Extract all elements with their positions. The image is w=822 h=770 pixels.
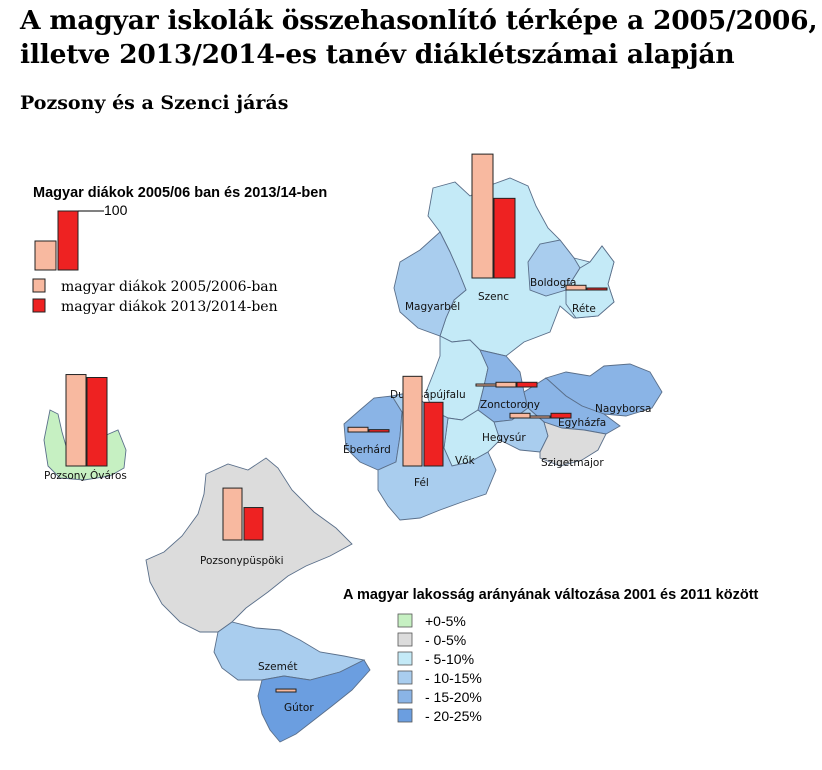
bar-éberhárd-2013 bbox=[368, 429, 390, 433]
label-egyhazfa: Egyházfa bbox=[558, 417, 606, 429]
bar-gútor-2005 bbox=[275, 688, 297, 693]
label-szigetmajor: Szigetmajor bbox=[541, 457, 604, 469]
bar-zonctorony-2013 bbox=[516, 381, 538, 388]
label-rete: Réte bbox=[572, 303, 596, 315]
place-labels: Szenc Boldogfa Réte Magyarbél Dunasápújf… bbox=[44, 277, 651, 714]
bar-fél-2005 bbox=[402, 375, 423, 467]
bar-hegysúr-2005 bbox=[509, 412, 531, 419]
label-boldogfa: Boldogfa bbox=[530, 277, 576, 289]
region-magyarbel[interactable] bbox=[393, 231, 467, 337]
legend-swatch-3 bbox=[397, 670, 413, 685]
region-rete[interactable] bbox=[565, 245, 615, 319]
bar-legend-sample-2013 bbox=[57, 210, 79, 271]
label-dunasapujfalu: Dunasápújfalu bbox=[390, 389, 466, 401]
bar-legend-sample-2005 bbox=[34, 240, 57, 271]
map-title: A magyar iskolák összehasonlító térképe … bbox=[20, 4, 818, 72]
bar-réte-2005 bbox=[565, 284, 587, 291]
bar-egyházfa-2005 bbox=[529, 415, 551, 419]
bar-legend-scale-value: 100 bbox=[104, 202, 128, 218]
bar-egyházfa-2013 bbox=[550, 412, 572, 419]
label-szenc: Szenc bbox=[478, 291, 509, 303]
bar-legend-swatch-2013 bbox=[32, 298, 46, 313]
label-pozsony-ovaros: Pozsony Óváros bbox=[44, 469, 127, 482]
region-eberhard[interactable] bbox=[343, 395, 403, 471]
legend-swatch-0 bbox=[397, 613, 413, 628]
legend-swatch-1 bbox=[397, 632, 413, 647]
bar-legend-label-2013: magyar diákok 2013/2014-ben bbox=[61, 299, 278, 315]
legend-label-2: - 5-10% bbox=[425, 651, 474, 667]
bar-pozsonypüspöki-2005 bbox=[222, 487, 243, 541]
legend-label-1: - 0-5% bbox=[425, 632, 466, 648]
legend-swatch-4 bbox=[397, 689, 413, 704]
label-nagyborsa: Nagyborsa bbox=[595, 403, 651, 415]
map-subtitle: Pozsony és a Szenci járás bbox=[20, 92, 289, 114]
legend-label-5: - 20-25% bbox=[425, 708, 482, 724]
label-gutor: Gútor bbox=[284, 702, 314, 714]
bar-szenc-2005 bbox=[471, 153, 494, 279]
label-zonctorony: Zonctorony bbox=[480, 399, 540, 411]
bar-zonctorony-2005 bbox=[495, 381, 517, 388]
legend-swatch-2 bbox=[397, 651, 413, 666]
bar-réte-2013 bbox=[586, 287, 608, 291]
bar-szenc-2013 bbox=[493, 197, 516, 279]
label-hegysur: Hegysúr bbox=[482, 432, 526, 444]
bar-fél-2013 bbox=[423, 401, 444, 467]
region-pozsonypuspoki[interactable] bbox=[145, 457, 353, 633]
map-title-line2: illetve 2013/2014-es tanév diáklétszámai… bbox=[20, 39, 735, 70]
label-vok: Vők bbox=[455, 455, 476, 467]
legend-label-0: +0-5% bbox=[425, 613, 466, 629]
bar-dunasápújfalu-2005 bbox=[475, 383, 497, 387]
legend-swatch-5 bbox=[397, 708, 413, 723]
bar-legend: Magyar diákok 2005/06 ban és 2013/14-ben… bbox=[32, 185, 327, 315]
label-eberhard: Éberhárd bbox=[343, 443, 391, 456]
choropleth-legend: A magyar lakosság arányának változása 20… bbox=[343, 587, 759, 724]
bar-symbols bbox=[65, 153, 608, 693]
bar-legend-swatch-2005 bbox=[32, 278, 46, 293]
label-magyarbel: Magyarbél bbox=[405, 301, 460, 313]
legend-label-4: - 15-20% bbox=[425, 689, 482, 705]
label-szemet: Szemét bbox=[258, 661, 297, 673]
bar-pozsony-óváros-2005 bbox=[65, 374, 87, 467]
map-title-line1: A magyar iskolák összehasonlító térképe … bbox=[20, 5, 818, 36]
district-regions bbox=[343, 177, 663, 521]
bar-legend-label-2005: magyar diákok 2005/2006-ban bbox=[61, 279, 278, 295]
region-gutor[interactable] bbox=[257, 659, 371, 743]
label-pozsonypuspoki: Pozsonypüspöki bbox=[200, 555, 284, 567]
region-szigetmajor[interactable] bbox=[539, 421, 607, 467]
bar-éberhárd-2005 bbox=[347, 426, 369, 433]
bar-pozsony-óváros-2013 bbox=[86, 377, 108, 467]
bar-pozsonypüspöki-2013 bbox=[243, 507, 264, 541]
bar-legend-title: Magyar diákok 2005/06 ban és 2013/14-ben bbox=[33, 185, 327, 201]
label-fel: Fél bbox=[414, 477, 429, 489]
legend-label-3: - 10-15% bbox=[425, 670, 482, 686]
choropleth-legend-title: A magyar lakosság arányának változása 20… bbox=[343, 587, 759, 603]
